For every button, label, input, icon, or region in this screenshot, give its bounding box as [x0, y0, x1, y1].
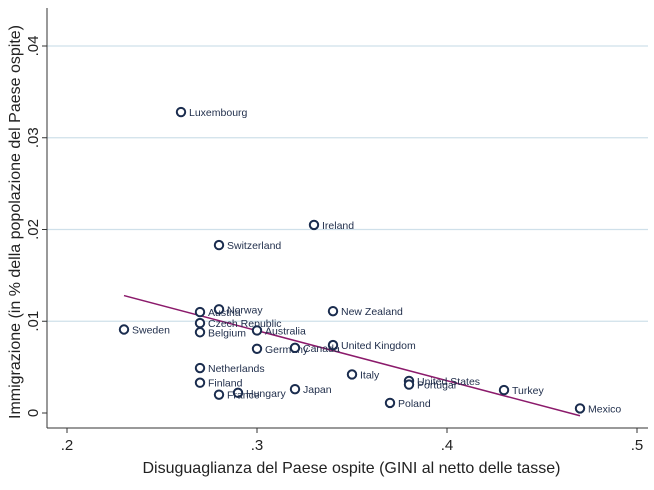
- point-label: Portugal: [417, 380, 456, 392]
- data-point: [213, 389, 225, 400]
- data-point: [194, 377, 206, 388]
- point-label: Hungary: [246, 388, 286, 400]
- data-point: [289, 383, 301, 395]
- point-label: Sweden: [132, 325, 170, 337]
- data-point: [574, 403, 586, 414]
- y-tick-label: .01: [25, 311, 42, 332]
- point-label: Australia: [265, 325, 306, 337]
- data-point: [251, 325, 263, 336]
- data-point: [308, 219, 320, 231]
- data-point: [289, 342, 301, 354]
- point-label: Mexico: [588, 403, 621, 415]
- data-point: [403, 379, 415, 390]
- point-label: Luxembourg: [189, 107, 248, 119]
- data-point: [194, 317, 206, 329]
- data-point: [327, 305, 339, 317]
- data-point: [384, 397, 396, 409]
- data-point: [213, 239, 225, 251]
- y-axis-title: Immigrazione (in % della popolazione del…: [7, 25, 24, 419]
- point-label: New Zealand: [341, 306, 403, 318]
- data-point: [232, 387, 244, 399]
- point-label: France: [227, 390, 260, 402]
- point-label: United Kingdom: [341, 340, 416, 352]
- point-label: Netherlands: [208, 363, 265, 375]
- point-label: Japan: [303, 384, 332, 396]
- point-label: Ireland: [322, 220, 354, 232]
- data-point: [213, 304, 225, 315]
- x-tick-label: .2: [61, 437, 74, 454]
- x-tick-label: .3: [251, 437, 264, 454]
- point-label: United States: [417, 376, 480, 388]
- point-label: Belgium: [208, 327, 246, 339]
- point-label: Switzerland: [227, 240, 281, 252]
- x-axis-title: Disuguaglianza del Paese ospite (GINI al…: [142, 460, 560, 477]
- point-label: Canada: [303, 343, 340, 355]
- data-point: [346, 369, 358, 380]
- data-point: [194, 327, 206, 338]
- data-point: [498, 384, 510, 396]
- point-label: Italy: [360, 369, 380, 381]
- data-point: [327, 339, 339, 351]
- data-point: [251, 343, 263, 354]
- y-tick-label: .03: [25, 127, 42, 148]
- point-label: Turkey: [512, 385, 544, 397]
- point-label: Poland: [398, 398, 431, 410]
- y-tick-label: .04: [25, 36, 42, 57]
- data-point: [194, 306, 206, 318]
- data-point: [118, 324, 130, 335]
- data-point: [194, 362, 206, 374]
- x-tick-label: .4: [441, 437, 454, 454]
- point-label: Austria: [208, 307, 241, 319]
- point-label: Norway: [227, 304, 263, 316]
- y-tick-label: 0: [25, 409, 42, 417]
- y-tick-label: .02: [25, 219, 42, 240]
- point-label: Czech Republic: [208, 318, 282, 330]
- x-tick-label: .5: [631, 437, 644, 454]
- plot-area: [47, 8, 648, 428]
- point-label: Finland: [208, 378, 243, 390]
- data-point: [175, 106, 187, 118]
